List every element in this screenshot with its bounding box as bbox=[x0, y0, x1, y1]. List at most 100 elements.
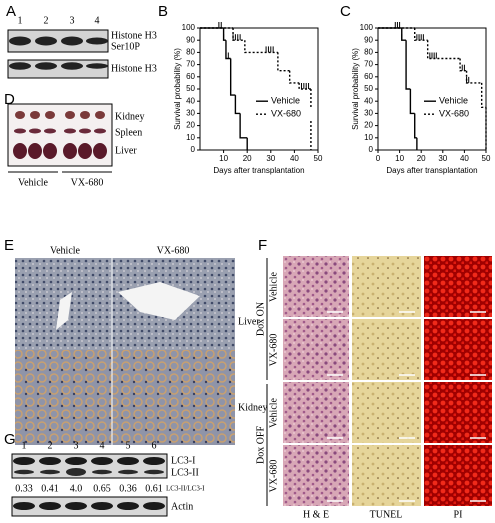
survival-step bbox=[401, 28, 407, 41]
y-tick-label: 20 bbox=[364, 121, 373, 130]
panel-label: G bbox=[4, 431, 16, 448]
legend-bg bbox=[254, 108, 316, 121]
ratio: 4.0 bbox=[70, 483, 83, 494]
lane-label: 5 bbox=[126, 440, 131, 451]
panel-label: A bbox=[6, 3, 16, 20]
micrograph bbox=[352, 319, 421, 380]
band bbox=[91, 457, 113, 465]
survival-step bbox=[409, 89, 415, 115]
lane-label: 6 bbox=[152, 440, 157, 451]
band bbox=[40, 469, 60, 475]
x-tick-label: 30 bbox=[266, 154, 275, 163]
blot-label: Histone H3 bbox=[111, 63, 157, 74]
legend-label: VX-680 bbox=[271, 109, 301, 119]
panel-label: F bbox=[258, 237, 267, 254]
panel-e: Vehicle VX-680 Liver Kidney bbox=[15, 245, 267, 445]
band-label: LC3-I bbox=[171, 455, 195, 466]
ratio: 0.61 bbox=[145, 483, 163, 494]
survival-step bbox=[229, 58, 236, 96]
organ-label: Spleen bbox=[115, 127, 142, 138]
survival-step bbox=[459, 58, 467, 72]
x-tick-label: 40 bbox=[460, 154, 469, 163]
survival-step bbox=[414, 113, 417, 139]
panel-label: B bbox=[158, 3, 168, 20]
spleen bbox=[29, 128, 41, 134]
survival-step bbox=[232, 28, 245, 41]
y-tick-label: 50 bbox=[186, 84, 195, 93]
band bbox=[86, 63, 108, 69]
band bbox=[86, 37, 108, 45]
blot bbox=[11, 453, 168, 479]
x-axis-label: Days after transplantation bbox=[213, 166, 304, 175]
y-tick-label: 80 bbox=[186, 48, 195, 57]
column-label: H & E bbox=[303, 509, 329, 520]
panel-label: C bbox=[340, 3, 351, 20]
liver bbox=[43, 143, 57, 159]
band bbox=[143, 457, 165, 465]
x-tick-label: 0 bbox=[376, 154, 381, 163]
micrograph bbox=[283, 319, 349, 380]
x-tick-label: 50 bbox=[314, 154, 323, 163]
liver bbox=[93, 143, 107, 159]
legend-bg bbox=[422, 108, 484, 121]
kidney bbox=[30, 111, 40, 119]
ratio: 0.33 bbox=[15, 483, 33, 494]
x-tick-label: 20 bbox=[243, 154, 252, 163]
x-axis-label: Days after transplantation bbox=[386, 166, 477, 175]
band bbox=[9, 62, 31, 70]
y-tick-label: 90 bbox=[364, 35, 373, 44]
band bbox=[91, 502, 113, 510]
group-label: VX-680 bbox=[71, 177, 104, 188]
spleen bbox=[14, 128, 26, 134]
kidney bbox=[45, 111, 55, 119]
band bbox=[143, 502, 165, 510]
survival-step bbox=[239, 113, 248, 139]
band bbox=[92, 469, 112, 475]
y-tick-label: 0 bbox=[369, 145, 374, 154]
micrograph bbox=[283, 382, 349, 443]
panel-f: Dox ON Dox OFF Vehicle VX-680 Vehicle VX… bbox=[255, 256, 492, 520]
column-label: VX-680 bbox=[157, 245, 190, 256]
kidney bbox=[15, 111, 25, 119]
organ-label: Liver bbox=[115, 145, 137, 156]
kidney bbox=[95, 111, 105, 119]
band bbox=[61, 62, 83, 70]
row-label: Vehicle bbox=[268, 397, 279, 428]
blot bbox=[7, 59, 109, 79]
spleen bbox=[79, 128, 91, 134]
y-tick-label: 100 bbox=[182, 23, 196, 32]
x-tick-label: 20 bbox=[417, 154, 426, 163]
y-axis-label: Survival probability (%) bbox=[173, 48, 182, 130]
kidney bbox=[65, 111, 75, 119]
micrograph bbox=[283, 256, 349, 317]
micrograph bbox=[424, 382, 492, 443]
y-tick-label: 70 bbox=[364, 60, 373, 69]
panel-label: D bbox=[4, 91, 15, 108]
group-label: Vehicle bbox=[18, 177, 49, 188]
band-label: Actin bbox=[171, 501, 193, 512]
survival-step bbox=[288, 70, 300, 84]
organ-label: Kidney bbox=[115, 111, 144, 122]
panel-g: LC3-I LC3-II LC3-II/LC3-I Actin 1 2 3 4 5 6 0.… bbox=[11, 440, 205, 517]
legend-label: Vehicle bbox=[271, 96, 300, 106]
band bbox=[13, 502, 35, 510]
row-label: Vehicle bbox=[268, 271, 279, 302]
lane-label: 3 bbox=[74, 440, 79, 451]
y-tick-label: 80 bbox=[364, 48, 373, 57]
vessel bbox=[56, 292, 72, 330]
lane-label: 2 bbox=[44, 15, 49, 26]
blot bbox=[11, 496, 168, 517]
survival-step bbox=[298, 82, 311, 90]
lane-label: 3 bbox=[70, 15, 75, 26]
spleen bbox=[94, 128, 106, 134]
survival-step bbox=[426, 40, 461, 60]
row-label: VX-680 bbox=[268, 460, 279, 493]
survival-step bbox=[234, 95, 241, 115]
y-tick-label: 10 bbox=[186, 133, 195, 142]
y-tick-label: 70 bbox=[186, 60, 195, 69]
legend-label: VX-680 bbox=[439, 109, 469, 119]
ratio-label: LC3-II/LC3-I bbox=[166, 485, 205, 493]
lane-label: 1 bbox=[18, 15, 23, 26]
liver bbox=[63, 143, 77, 159]
x-tick-label: 50 bbox=[482, 154, 491, 163]
